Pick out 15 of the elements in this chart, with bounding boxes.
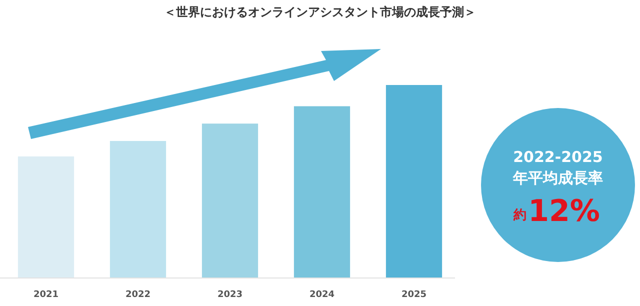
bar [294,106,350,278]
x-tick-label: 2022 [125,290,151,300]
bar [110,140,166,278]
x-tick-label: 2021 [33,290,59,300]
bar [202,124,258,278]
bar [18,156,74,278]
text: 2022-2025 [513,148,603,166]
x-tick-label: 2024 [309,290,335,300]
bar [386,85,442,278]
text: 年平均成長率 [512,169,603,187]
x-tick-label: 2025 [401,290,427,300]
chart-title: ＜世界におけるオンラインアシスタント市場の成長予測＞ [164,5,476,19]
x-tick-label: 2023 [217,290,243,300]
text: 12% [528,194,600,229]
text: 約 [512,208,526,223]
